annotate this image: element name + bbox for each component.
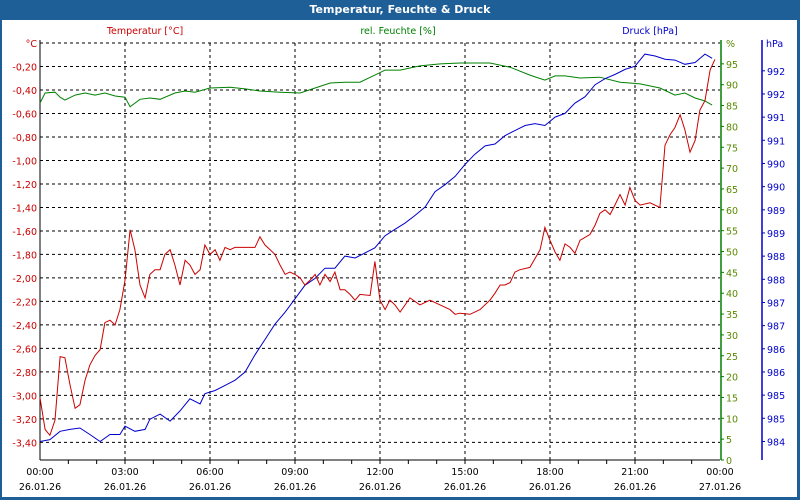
pressure-tick-label: 990 [767, 183, 785, 194]
chart-svg: 00:00 26.01.26 03:00 26.01.26 06:00 26.01.26 0… [12, 26, 785, 493]
temperature-tick-label: -1,20 [12, 180, 37, 191]
series-line-pressure [39, 53, 713, 443]
temperature-unit: °C [26, 39, 38, 50]
humidity-tick-label: 35 [726, 310, 738, 321]
humidity-tick-label: 60 [726, 206, 738, 217]
humidity-tick-label: 70 [726, 164, 738, 175]
humidity-tick-label: 65 [726, 185, 738, 196]
pressure-tick-label: 991 [767, 113, 785, 124]
humidity-tick-label: 90 [726, 81, 738, 92]
x-tick-date: 26.01.26 [359, 482, 401, 493]
temperature-tick-label: -0,40 [12, 86, 37, 97]
pressure-tick-label: 988 [767, 252, 785, 263]
pressure-tick-label: 989 [767, 229, 785, 240]
pressure-tick-label: 990 [767, 159, 785, 170]
pressure-unit: hPa [766, 39, 783, 50]
temperature-axis-title: Temperatur [°C] [106, 26, 183, 37]
pressure-tick-label: 987 [767, 298, 785, 309]
pressure-tick-label: 987 [767, 322, 785, 333]
temperature-tick-label: -2,20 [12, 297, 37, 308]
x-tick-time: 03:00 [111, 467, 138, 478]
window-title: Temperatur, Feuchte & Druck [309, 3, 491, 16]
x-tick-time: 00:00 [706, 467, 733, 478]
x-tick-time: 15:00 [451, 467, 478, 478]
x-tick-time: 06:00 [196, 467, 223, 478]
chart-area: 00:00 26.01.26 03:00 26.01.26 06:00 26.01.26 0… [2, 20, 797, 497]
temperature-tick-label: -0,20 [12, 62, 37, 73]
x-tick-date: 26.01.26 [189, 482, 231, 493]
pressure-tick-label: 991 [767, 136, 785, 147]
pressure-tick-label: 989 [767, 206, 785, 217]
humidity-tick-label: 20 [726, 373, 738, 384]
temperature-tick-label: -2,60 [12, 344, 37, 355]
series-line-humidity [39, 62, 713, 108]
temperature-tick-label: -1,60 [12, 227, 37, 238]
temperature-tick-label: -3,00 [12, 391, 37, 402]
humidity-tick-label: 25 [726, 352, 738, 363]
humidity-tick-label: 50 [726, 248, 738, 259]
temperature-tick-label: -2,80 [12, 368, 37, 379]
x-tick-time: 09:00 [281, 467, 308, 478]
pressure-tick-label: 986 [767, 345, 785, 356]
pressure-tick-label: 992 [767, 67, 785, 78]
humidity-tick-label: 85 [726, 102, 738, 113]
pressure-tick-label: 992 [767, 90, 785, 101]
x-tick-time: 12:00 [366, 467, 393, 478]
humidity-unit: % [726, 39, 735, 50]
humidity-tick-label: 30 [726, 331, 738, 342]
temperature-tick-label: -3,20 [12, 415, 37, 426]
x-tick-date: 26.01.26 [19, 482, 61, 493]
temperature-tick-label: -1,80 [12, 250, 37, 261]
humidity-tick-label: 95 [726, 60, 738, 71]
x-tick-date: 26.01.26 [529, 482, 571, 493]
humidity-tick-label: 45 [726, 268, 738, 279]
humidity-tick-label: 10 [726, 414, 738, 425]
humidity-tick-label: 75 [726, 143, 738, 154]
x-tick-time: 00:00 [26, 467, 53, 478]
pressure-tick-label: 986 [767, 368, 785, 379]
pressure-tick-label: 984 [767, 437, 785, 448]
pressure-axis-title: Druck [hPa] [622, 26, 678, 37]
humidity-tick-label: 80 [726, 122, 738, 133]
temperature-tick-label: -1,40 [12, 203, 37, 214]
temperature-tick-label: -2,00 [12, 274, 37, 285]
x-tick-date: 27.01.26 [699, 482, 741, 493]
humidity-tick-label: 40 [726, 289, 738, 300]
temperature-tick-label: -0,80 [12, 133, 37, 144]
x-tick-time: 21:00 [621, 467, 648, 478]
temperature-tick-label: -1,00 [12, 156, 37, 167]
x-tick-date: 26.01.26 [274, 482, 316, 493]
x-tick-date: 26.01.26 [444, 482, 486, 493]
humidity-tick-label: 5 [726, 435, 732, 446]
humidity-tick-label: 55 [726, 227, 738, 238]
pressure-tick-label: 985 [767, 414, 785, 425]
x-tick-date: 26.01.26 [104, 482, 146, 493]
temperature-tick-label: -0,60 [12, 109, 37, 120]
x-tick-date: 26.01.26 [614, 482, 656, 493]
temperature-tick-label: -3,40 [12, 438, 37, 449]
humidity-axis-title: rel. Feuchte [%] [360, 26, 435, 37]
pressure-tick-label: 985 [767, 391, 785, 402]
x-tick-time: 18:00 [536, 467, 563, 478]
temperature-tick-label: -2,40 [12, 321, 37, 332]
humidity-tick-label: 15 [726, 393, 738, 404]
pressure-tick-label: 988 [767, 275, 785, 286]
humidity-tick-label: 0 [726, 456, 732, 467]
series-line-temperature [39, 59, 716, 437]
